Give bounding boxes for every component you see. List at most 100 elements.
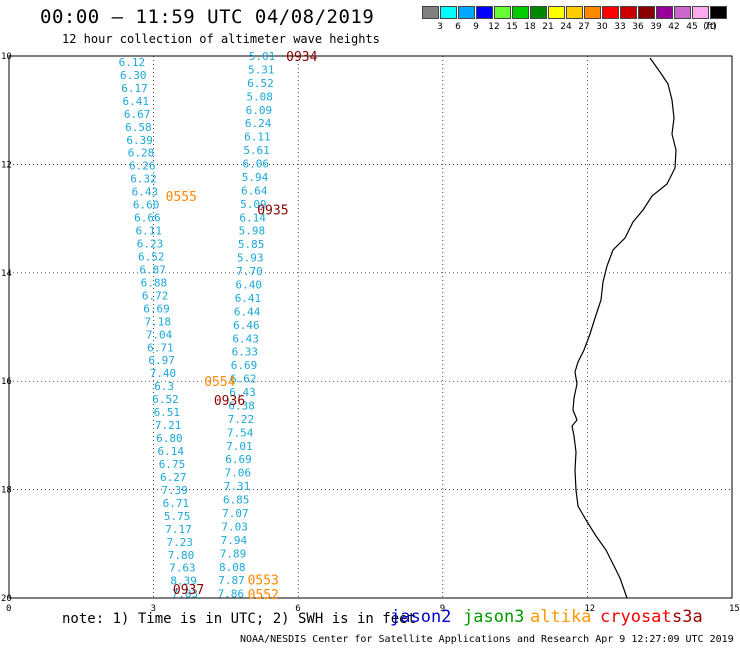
map-subtitle: 12 hour collection of altimeter wave hei… [62,32,380,46]
credit-line: NOAA/NESDIS Center for Satellite Applica… [240,634,734,645]
wave-height-value: 6.43 [232,332,259,345]
units-note: note: 1) Time is in UTC; 2) SWH is in fe… [62,611,417,627]
wave-height-value: 8.08 [219,561,246,574]
wave-height-value: 5.98 [239,225,266,238]
x-tick-label: 3 [151,604,156,614]
wave-height-value: 6.09 [246,104,273,117]
legend-label: 18 [524,22,536,32]
wave-height-value: 5.08 [246,90,273,103]
wave-height-value: 7.22 [228,413,255,426]
pass-time-labels: 0934 0555 0935 0554 0936 0553 0937 0552 [166,50,318,603]
wave-height-value: 6.52 [138,250,165,263]
wave-height-value: 7.86 [217,588,244,601]
x-tick-label: 9 [440,604,445,614]
y-tick-label: 12 [1,160,12,170]
legend-swatch [422,6,439,19]
legend-label: 21 [542,22,554,32]
wave-height-value: 6.3 [154,380,174,393]
wave-height-value: 7.21 [155,419,182,432]
wave-height-value: 6.85 [223,494,250,507]
legend-label: 33 [614,22,626,32]
legend-label: 39 [650,22,662,32]
wave-height-value: 6.11 [135,225,162,238]
legend-swatch [512,6,529,19]
wave-height-value: 6.39 [126,134,153,147]
wave-height-value: 7.83 [172,588,199,601]
pass-time-label: 0937 [173,583,204,598]
wave-height-value: 6.62 [230,373,257,386]
legend-swatch [692,6,709,19]
legend-label: 30 [596,22,608,32]
wave-height-value: 6.69 [225,453,252,466]
legend-swatch [584,6,601,19]
track-b-values: 5.015.316.525.086.096.246.115.616.065.94… [217,50,275,601]
lat-lon-grid [9,56,732,598]
wave-height-value: 6.58 [125,121,152,134]
x-tick-label: 6 [295,604,300,614]
wave-height-value: 6.71 [147,341,174,354]
wave-height-value: 6.75 [159,458,186,471]
wave-height-value: 7.04 [146,328,173,341]
y-tick-label: 10 [1,52,12,62]
wave-height-value: 7.54 [227,426,254,439]
wave-height-value: 6.12 [119,56,146,69]
wave-height-value: 6.44 [234,305,261,318]
wave-height-value: 5.85 [238,238,265,251]
legend-label: 12 [488,22,500,32]
wave-height-value: 6.52 [247,77,274,90]
wave-height-value: 6.41 [235,292,262,305]
wave-height-value: 6.69 [231,359,258,372]
satellite-label: cryosat [600,607,672,627]
wave-height-value: 6.06 [243,158,270,171]
wave-height-value: 7.70 [236,265,263,278]
legend-label: 15 [506,22,518,32]
wave-height-value: 6.38 [228,399,255,412]
legend-swatch [656,6,673,19]
wave-height-value: 6.97 [148,354,175,367]
wave-height-value: 6.60 [133,199,160,212]
wave-height-value: 6.17 [121,82,148,95]
wave-height-value: 6.87 [139,263,166,276]
legend-label: 27 [578,22,590,32]
pass-time-label: 0555 [166,190,197,205]
y-tick-label: 14 [1,269,12,279]
wave-height-value: 6.28 [128,147,155,160]
wave-height-value: 6.80 [156,432,183,445]
wave-height-value: 7.23 [167,536,194,549]
wave-height-value: 6.67 [124,108,151,121]
track-a-values: 6.126.306.176.416.676.586.396.286.266.32… [119,56,199,601]
legend-label: 36 [632,22,644,32]
legend-label: 3 [437,22,443,32]
wave-height-value: 7.01 [226,440,253,453]
satellite-label: altika [530,607,592,627]
y-tick-label: 20 [1,594,12,604]
wave-height-value: 6.41 [123,95,150,108]
axis-tick-labels: 0 3 6 9 12 15 10 12 14 16 18 20 [1,52,740,614]
wave-height-value: 6.40 [235,279,262,292]
wave-height-value: 6.33 [232,346,259,359]
wave-height-value: 6.69 [143,302,170,315]
legend-swatch [566,6,583,19]
pass-time-label: 0934 [286,50,317,65]
wave-height-value: 7.63 [169,562,196,575]
wave-height-value: 5.94 [242,171,269,184]
wave-height-value: 6.72 [142,289,169,302]
legend-swatch [530,6,547,19]
x-tick-label: 15 [729,604,740,614]
y-tick-label: 18 [1,486,12,496]
wave-height-value: 6.43 [229,386,256,399]
legend-swatch [458,6,475,19]
wave-height-value: 6.51 [154,406,181,419]
wave-height-value: 8.39 [170,575,197,588]
wave-height-value: 6.11 [244,131,271,144]
legend-swatch [638,6,655,19]
legend-swatch [602,6,619,19]
pass-time-label: 0935 [257,203,288,218]
pass-time-label: 0552 [248,588,279,603]
satellite-label: jason3 [463,607,525,627]
wave-height-value: 6.23 [137,238,164,251]
map-title: 00:00 – 11:59 UTC 04/08/2019 [40,6,375,28]
wave-height-value: 7.94 [221,534,248,547]
coastline [571,57,677,599]
